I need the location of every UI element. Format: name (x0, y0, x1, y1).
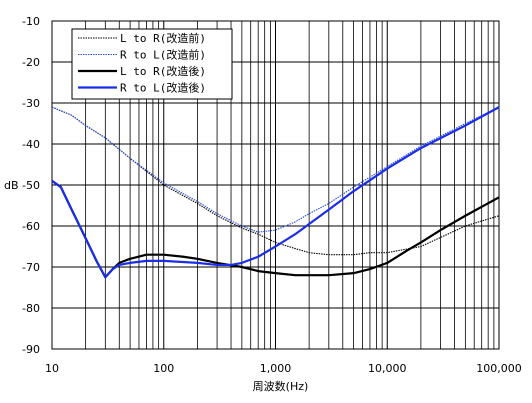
legend-label-4: R to L(改造後) (120, 81, 206, 95)
y-tick-label: -10 (22, 15, 40, 28)
y-tick-label: -80 (22, 302, 40, 315)
legend: L to R(改造前) R to L(改造前) L to R(改造後) R to L(… (71, 28, 233, 100)
series-line-1 (51, 106, 500, 256)
y-tick-label: -70 (22, 261, 40, 274)
y-tick-label: -30 (22, 97, 40, 110)
x-tick-label: 100,000 (476, 362, 522, 375)
y-tick-label: -90 (22, 343, 40, 356)
legend-label-2: R to L(改造前) (120, 48, 206, 62)
y-axis-ticks: -10 -20 -30 -40 -50 -60 -70 -80 -90 (22, 15, 40, 356)
plot-frame (51, 20, 500, 350)
y-tick-label: -50 (22, 179, 40, 192)
x-tick-label: 100 (153, 362, 174, 375)
series-group (51, 106, 500, 279)
y-axis-label: dB (4, 179, 19, 192)
x-axis-ticks: 10 100 1,000 10,000 100,000 (45, 362, 522, 375)
y-tick-label: -60 (22, 220, 40, 233)
y-tick-label: -40 (22, 138, 40, 151)
x-axis-label: 周波数(Hz) (253, 380, 309, 393)
series-line-4 (51, 106, 500, 279)
x-tick-label: 10,000 (368, 362, 407, 375)
series-line-2 (51, 106, 500, 233)
x-tick-label: 10 (45, 362, 59, 375)
legend-label-3: L to R(改造後) (120, 64, 206, 78)
x-tick-label: 1,000 (260, 362, 292, 375)
legend-label-1: L to R(改造前) (120, 31, 206, 45)
y-tick-label: -20 (22, 56, 40, 69)
